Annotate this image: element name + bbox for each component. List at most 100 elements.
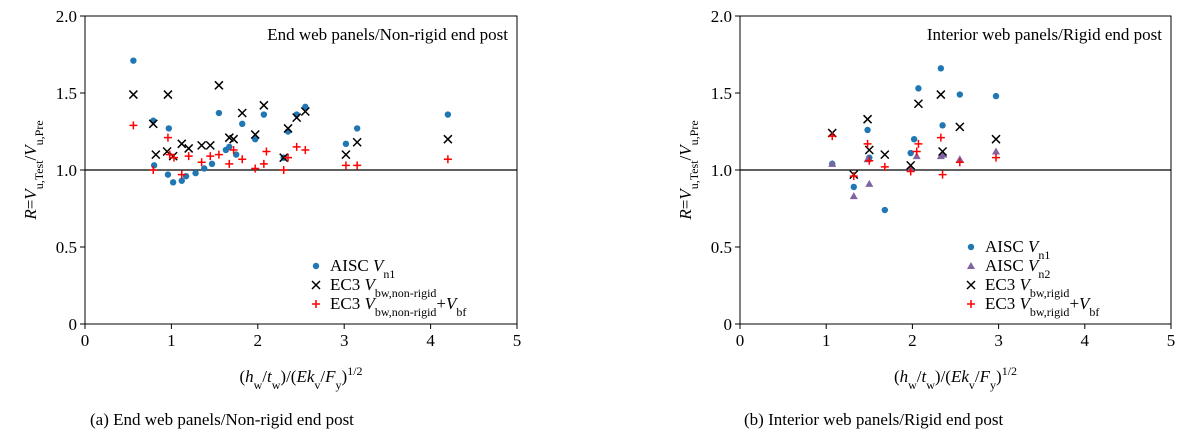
data-point	[130, 57, 137, 64]
data-point	[252, 136, 259, 143]
data-point	[260, 111, 268, 118]
data-point	[163, 133, 172, 142]
data-point	[302, 103, 309, 111]
x-tick-label: 2	[254, 331, 263, 350]
data-point	[444, 111, 452, 118]
data-point	[215, 109, 223, 117]
legend-label: EC3 Vbw,non-rigid	[330, 275, 436, 300]
y-tick-label: 1.5	[711, 84, 732, 103]
data-point	[214, 150, 223, 159]
x-axis-label: (hw/tw)/(Ekv/Fy)1/2	[239, 364, 362, 392]
data-point	[164, 171, 172, 178]
data-point	[955, 122, 965, 132]
data-point	[165, 125, 173, 132]
legend-label: AISC Vn2	[985, 256, 1050, 281]
data-point	[914, 139, 923, 148]
legend-label: EC3 Vbw,rigid+Vbf	[985, 294, 1099, 319]
data-point	[880, 162, 889, 171]
data-point	[292, 142, 301, 151]
legend-marker	[967, 300, 975, 308]
y-tick-label: 1.0	[711, 161, 732, 180]
data-point	[880, 150, 890, 160]
data-point	[250, 130, 260, 140]
x-tick-label: 5	[513, 331, 522, 350]
data-point	[283, 123, 293, 133]
data-point	[938, 170, 947, 179]
series-2	[129, 121, 452, 179]
data-point	[129, 121, 138, 130]
data-point	[148, 119, 158, 129]
y-tick-label: 0.5	[711, 238, 732, 257]
data-point	[177, 170, 186, 179]
data-point	[237, 108, 247, 118]
legend-marker	[312, 300, 320, 308]
data-point	[939, 122, 946, 129]
data-point	[991, 134, 1001, 144]
x-tick-label: 3	[994, 331, 1003, 350]
x-axis-label: (hw/tw)/(Ekv/Fy)1/2	[894, 364, 1017, 392]
data-point	[259, 100, 269, 110]
x-tick-label: 4	[426, 331, 435, 350]
data-point	[849, 192, 858, 200]
x-tick-label: 4	[1081, 331, 1090, 350]
x-tick-label: 2	[908, 331, 917, 350]
series-1	[828, 147, 1001, 200]
legend-marker	[311, 280, 321, 290]
data-point	[443, 134, 453, 144]
data-point	[353, 125, 361, 132]
data-point	[178, 177, 185, 184]
data-point	[177, 139, 187, 149]
series-0	[829, 65, 1000, 214]
data-point	[992, 92, 1000, 100]
legend-marker	[967, 262, 975, 269]
x-tick-label: 0	[736, 331, 745, 350]
data-point	[238, 155, 247, 164]
data-point	[828, 159, 837, 167]
x-tick-label: 3	[340, 331, 349, 350]
data-point	[956, 91, 964, 98]
data-point	[128, 90, 138, 100]
legend-label: EC3 Vbw,non-rigid+Vbf	[330, 294, 466, 319]
data-point	[915, 85, 922, 92]
data-point	[197, 158, 206, 167]
data-point	[184, 143, 194, 153]
data-point	[912, 152, 921, 160]
data-point	[229, 134, 239, 144]
data-point	[936, 133, 945, 142]
legend-marker	[312, 262, 320, 270]
data-point	[865, 179, 874, 187]
data-point	[912, 147, 921, 156]
data-point	[939, 150, 948, 158]
data-point	[151, 150, 161, 160]
data-point	[936, 90, 946, 100]
data-point	[907, 149, 914, 157]
data-point	[192, 169, 199, 177]
data-point	[225, 159, 234, 168]
series-0	[130, 57, 452, 186]
data-point	[279, 153, 289, 163]
data-point	[828, 132, 837, 141]
caption-b: (b) Interior web panels/Rigid end post	[744, 410, 1004, 429]
data-point	[863, 114, 873, 124]
y-axis-label: R=Vu,Test/Vu,Pre	[21, 120, 46, 220]
y-tick-label: 2.0	[56, 7, 77, 26]
data-point	[300, 106, 310, 117]
data-point	[169, 179, 177, 186]
data-point	[259, 159, 268, 168]
chart-panel-b: 0 1 2 3 4 5 0 0.5 1.0 1.5 2.0 Interior web panels/R…	[676, 7, 1175, 392]
data-point	[229, 145, 238, 154]
data-point	[443, 155, 452, 164]
data-point	[197, 140, 207, 150]
data-point	[342, 140, 350, 148]
data-point	[849, 172, 858, 181]
data-point	[865, 156, 874, 165]
series-2	[827, 90, 1001, 180]
data-point	[353, 161, 362, 170]
data-point	[910, 136, 918, 143]
y-axis-label: R=Vu,Test/Vu,Pre	[676, 120, 701, 220]
data-point	[206, 152, 215, 161]
legend-label: EC3 Vbw,rigid	[985, 275, 1069, 300]
data-point	[850, 183, 857, 191]
y-tick-label: 0.5	[56, 238, 77, 257]
